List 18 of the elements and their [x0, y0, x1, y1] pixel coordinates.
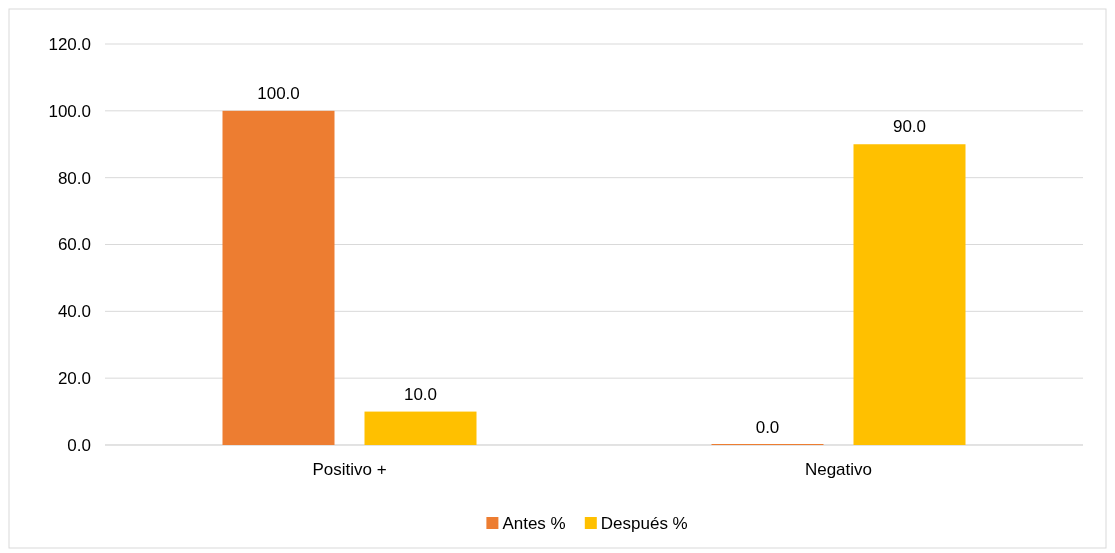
- y-tick-label: 0.0: [67, 435, 91, 455]
- legend-label: Después %: [600, 513, 688, 533]
- y-tick-label: 40.0: [57, 302, 91, 322]
- y-tick-label: 80.0: [57, 168, 91, 188]
- data-label: 0.0: [755, 418, 780, 437]
- y-tick-label: 20.0: [57, 369, 91, 389]
- data-label: 10.0: [403, 384, 438, 404]
- bar: [364, 411, 477, 445]
- legend-label: Antes %: [502, 513, 566, 533]
- y-tick-label: 100.0: [48, 101, 91, 121]
- x-tick-label: Negativo: [804, 460, 873, 479]
- data-label: 100.0: [257, 83, 300, 103]
- y-tick-label: 120.0: [48, 34, 91, 54]
- bar: [222, 110, 335, 445]
- y-tick-label: 60.0: [57, 235, 91, 255]
- bar: [853, 144, 966, 445]
- data-label: 90.0: [892, 117, 927, 137]
- x-tick-label: Positivo +: [312, 460, 387, 479]
